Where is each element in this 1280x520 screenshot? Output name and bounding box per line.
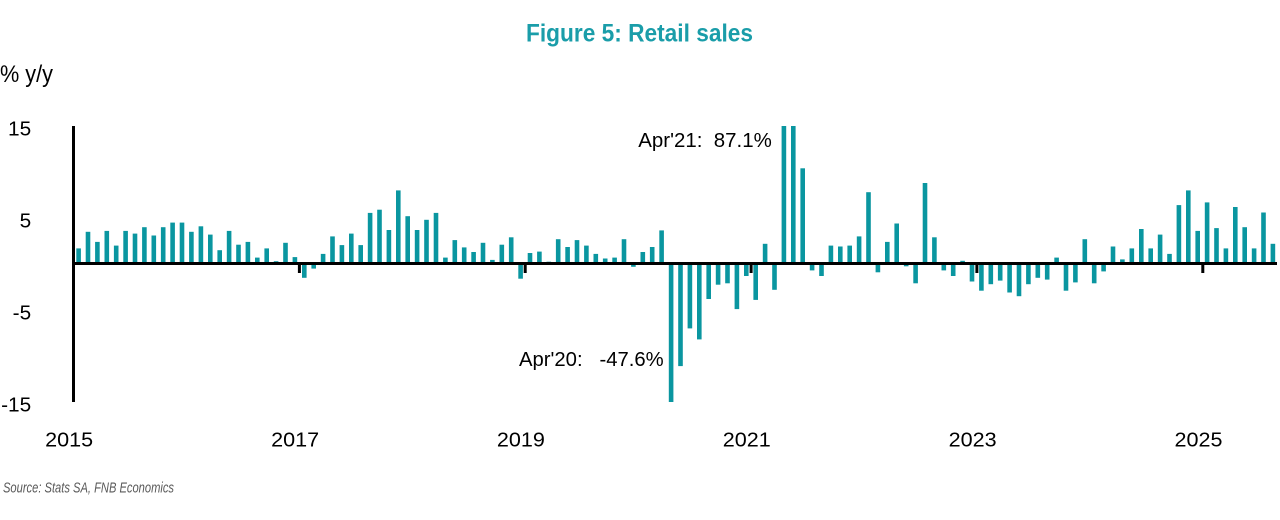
svg-text:-15: -15 <box>1 394 31 416</box>
svg-text:2015: 2015 <box>45 429 93 451</box>
svg-text:Apr'21: 87.1%: Apr'21: 87.1% <box>638 130 772 152</box>
svg-text:2023: 2023 <box>949 429 997 451</box>
svg-text:2019: 2019 <box>497 429 545 451</box>
svg-text:Apr'20: -47.6%: Apr'20: -47.6% <box>519 349 664 371</box>
svg-text:2021: 2021 <box>723 429 771 451</box>
svg-text:2017: 2017 <box>271 429 319 451</box>
svg-text:15: 15 <box>8 118 31 140</box>
svg-text:2025: 2025 <box>1175 429 1223 451</box>
svg-text:Source: Stats SA, FNB Economic: Source: Stats SA, FNB Economics <box>3 479 174 496</box>
svg-text:5: 5 <box>20 210 32 232</box>
svg-text:-5: -5 <box>13 302 32 324</box>
svg-text:% y/y: % y/y <box>0 61 53 88</box>
svg-text:Figure 5: Retail sales: Figure 5: Retail sales <box>526 19 753 47</box>
